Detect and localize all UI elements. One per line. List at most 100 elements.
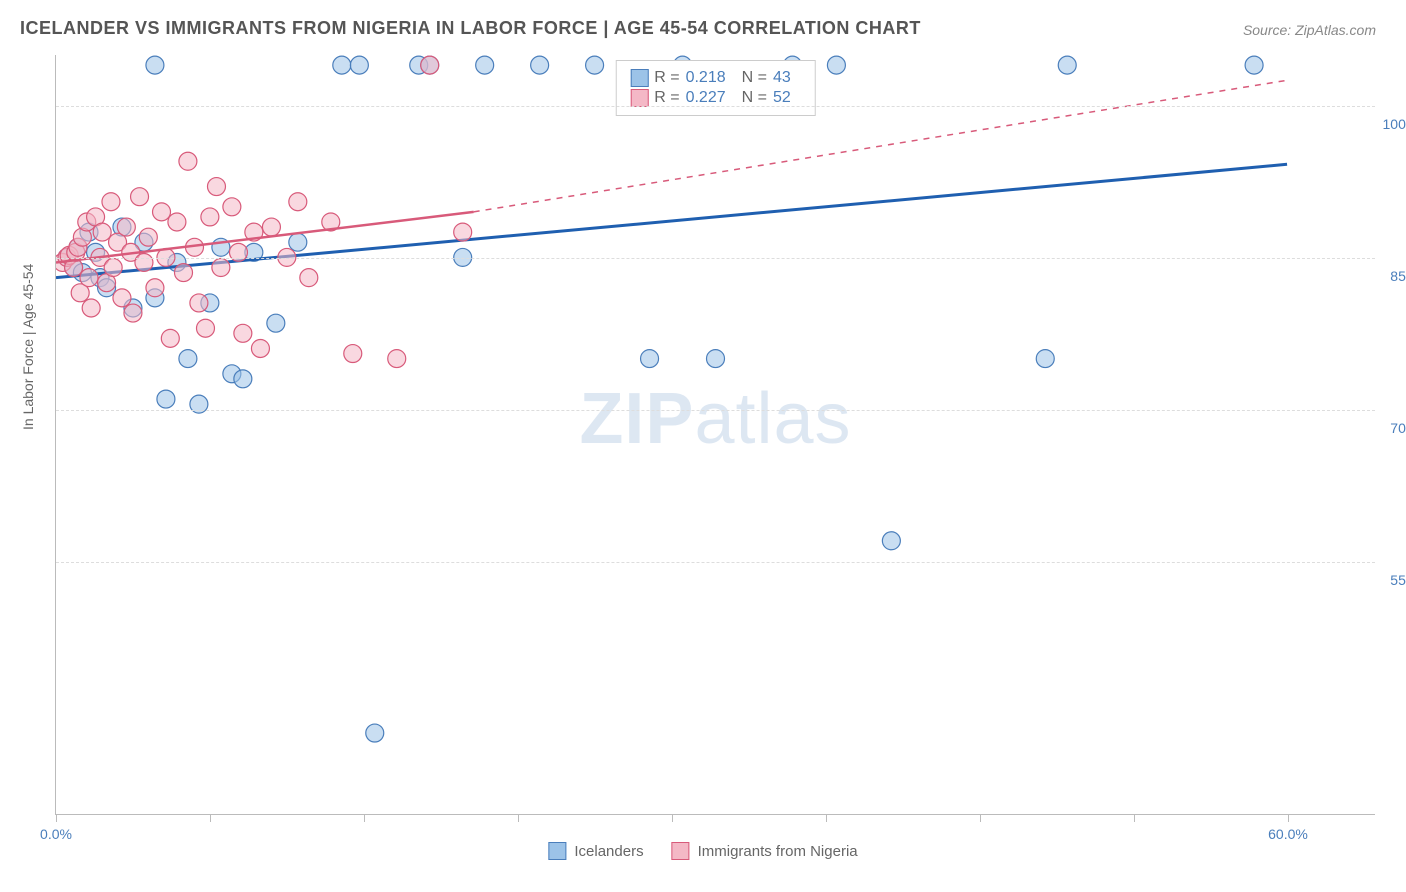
- scatter-point: [186, 238, 204, 256]
- scatter-point: [65, 259, 83, 277]
- scatter-point: [289, 193, 307, 211]
- r-label-2: R =: [654, 89, 679, 107]
- scatter-point: [641, 350, 659, 368]
- watermark-bold: ZIP: [579, 379, 694, 459]
- correlation-legend: R = 0.218 N = 43 R = 0.227 N = 52: [615, 60, 816, 116]
- scatter-point: [322, 213, 340, 231]
- scatter-point: [207, 178, 225, 196]
- scatter-point: [223, 198, 241, 216]
- scatter-point: [131, 188, 149, 206]
- scatter-point: [300, 269, 318, 287]
- chart-title: ICELANDER VS IMMIGRANTS FROM NIGERIA IN …: [20, 18, 921, 39]
- scatter-point: [223, 365, 241, 383]
- scatter-point: [586, 56, 604, 74]
- scatter-point: [1245, 56, 1263, 74]
- scatter-point: [104, 259, 122, 277]
- xtick-label: 60.0%: [1268, 826, 1308, 842]
- scatter-point: [124, 299, 142, 317]
- scatter-point: [124, 304, 142, 322]
- gridline: [56, 258, 1375, 259]
- scatter-point: [234, 370, 252, 388]
- bottom-swatch-2: [672, 842, 690, 860]
- scatter-point: [251, 339, 269, 357]
- scatter-point: [56, 253, 72, 271]
- scatter-point: [113, 218, 131, 236]
- scatter-point: [78, 213, 96, 231]
- scatter-point: [421, 56, 439, 74]
- scatter-point: [146, 289, 164, 307]
- scatter-point: [1036, 350, 1054, 368]
- xtick: [826, 814, 827, 822]
- xtick: [1134, 814, 1135, 822]
- ytick-label: 70.0%: [1390, 420, 1406, 436]
- scatter-point: [289, 233, 307, 251]
- n-label-1: N =: [742, 69, 767, 87]
- scatter-point: [476, 56, 494, 74]
- scatter-point: [146, 279, 164, 297]
- scatter-point: [117, 218, 135, 236]
- chart-plot-area: ZIPatlas R = 0.218 N = 43 R = 0.227 N = …: [55, 55, 1375, 815]
- scatter-point: [135, 253, 153, 271]
- scatter-point: [65, 259, 83, 277]
- legend-row-1: R = 0.218 N = 43: [630, 69, 801, 87]
- bottom-legend-label-1: Icelanders: [574, 843, 643, 860]
- scatter-point: [102, 193, 120, 211]
- scatter-point: [267, 314, 285, 332]
- trend-line-0: [56, 164, 1287, 277]
- ytick-label: 85.0%: [1390, 268, 1406, 284]
- scatter-point: [80, 223, 98, 241]
- scatter-point: [882, 532, 900, 550]
- scatter-point: [175, 264, 193, 282]
- scatter-point: [201, 208, 219, 226]
- scatter-point: [139, 228, 157, 246]
- xtick: [364, 814, 365, 822]
- bottom-legend-item-1: Icelanders: [548, 842, 643, 860]
- r-value-2: 0.227: [686, 89, 726, 107]
- scatter-point: [60, 246, 78, 264]
- xtick: [672, 814, 673, 822]
- scatter-point: [234, 324, 252, 342]
- gridline: [56, 106, 1375, 107]
- source-label: Source: ZipAtlas.com: [1243, 22, 1376, 38]
- scatter-point: [109, 233, 127, 251]
- scatter-point: [388, 350, 406, 368]
- scatter-point: [80, 269, 98, 287]
- scatter-point: [87, 208, 105, 226]
- gridline: [56, 562, 1375, 563]
- scatter-point: [827, 56, 845, 74]
- xtick-label: 0.0%: [40, 826, 72, 842]
- bottom-swatch-1: [548, 842, 566, 860]
- scatter-point: [212, 259, 230, 277]
- scatter-point: [212, 238, 230, 256]
- r-label-1: R =: [654, 69, 679, 87]
- xtick: [210, 814, 211, 822]
- bottom-legend-label-2: Immigrants from Nigeria: [698, 843, 858, 860]
- scatter-point: [91, 269, 109, 287]
- scatter-point: [333, 56, 351, 74]
- n-value-1: 43: [773, 69, 791, 87]
- scatter-point: [73, 228, 91, 246]
- scatter-point: [1058, 56, 1076, 74]
- ytick-label: 55.0%: [1390, 572, 1406, 588]
- bottom-legend-item-2: Immigrants from Nigeria: [672, 842, 858, 860]
- scatter-point: [161, 329, 179, 347]
- legend-swatch-2: [630, 89, 648, 107]
- scatter-point: [157, 390, 175, 408]
- watermark: ZIPatlas: [579, 378, 851, 460]
- trend-line-1: [56, 212, 474, 263]
- scatter-point: [71, 284, 89, 302]
- scatter-point: [366, 724, 384, 742]
- scatter-point: [344, 345, 362, 363]
- scatter-point: [707, 350, 725, 368]
- trend-line-dash-1: [474, 80, 1287, 212]
- scatter-point: [201, 294, 219, 312]
- scatter-point: [82, 299, 100, 317]
- scatter-point: [113, 289, 131, 307]
- scatter-point: [69, 238, 87, 256]
- scatter-point: [146, 56, 164, 74]
- scatter-point: [350, 56, 368, 74]
- scatter-point: [135, 233, 153, 251]
- scatter-point: [98, 274, 116, 292]
- scatter-point: [410, 56, 428, 74]
- n-label-2: N =: [742, 89, 767, 107]
